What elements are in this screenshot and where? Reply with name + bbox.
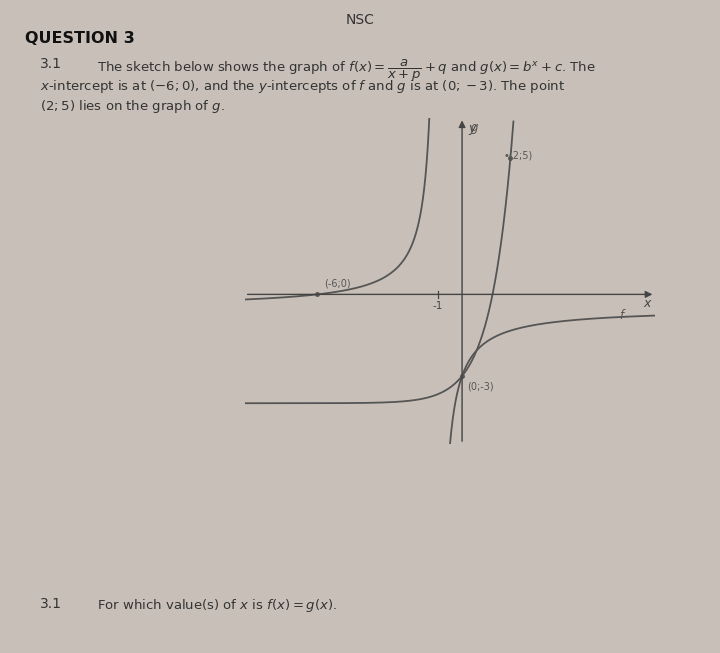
Text: g: g [471,121,478,134]
Text: 3.1: 3.1 [40,57,62,71]
Text: (-6;0): (-6;0) [325,278,351,288]
Text: $x$-intercept is at $(-6;0)$, and the $y$-intercepts of $f$ and $g$ is at $(0;-3: $x$-intercept is at $(-6;0)$, and the $y… [40,78,564,95]
Text: (0;-3): (0;-3) [467,381,493,392]
Text: •(2;5): •(2;5) [503,150,532,161]
Text: The sketch below shows the graph of $f(x)=\dfrac{a}{x+p}+q$ and $g(x)=b^x+c$. Th: The sketch below shows the graph of $f(x… [97,57,596,84]
Text: f: f [619,309,623,322]
Text: QUESTION 3: QUESTION 3 [25,31,135,46]
Text: 3.1: 3.1 [40,597,62,611]
Text: x: x [643,296,650,310]
Text: NSC: NSC [346,13,374,27]
Text: $(2;5)$ lies on the graph of $g$.: $(2;5)$ lies on the graph of $g$. [40,98,225,115]
Text: y: y [468,121,475,135]
Text: For which value(s) of $x$ is $f(x)=g(x)$.: For which value(s) of $x$ is $f(x)=g(x)$… [97,597,338,614]
Text: -1: -1 [433,301,443,311]
